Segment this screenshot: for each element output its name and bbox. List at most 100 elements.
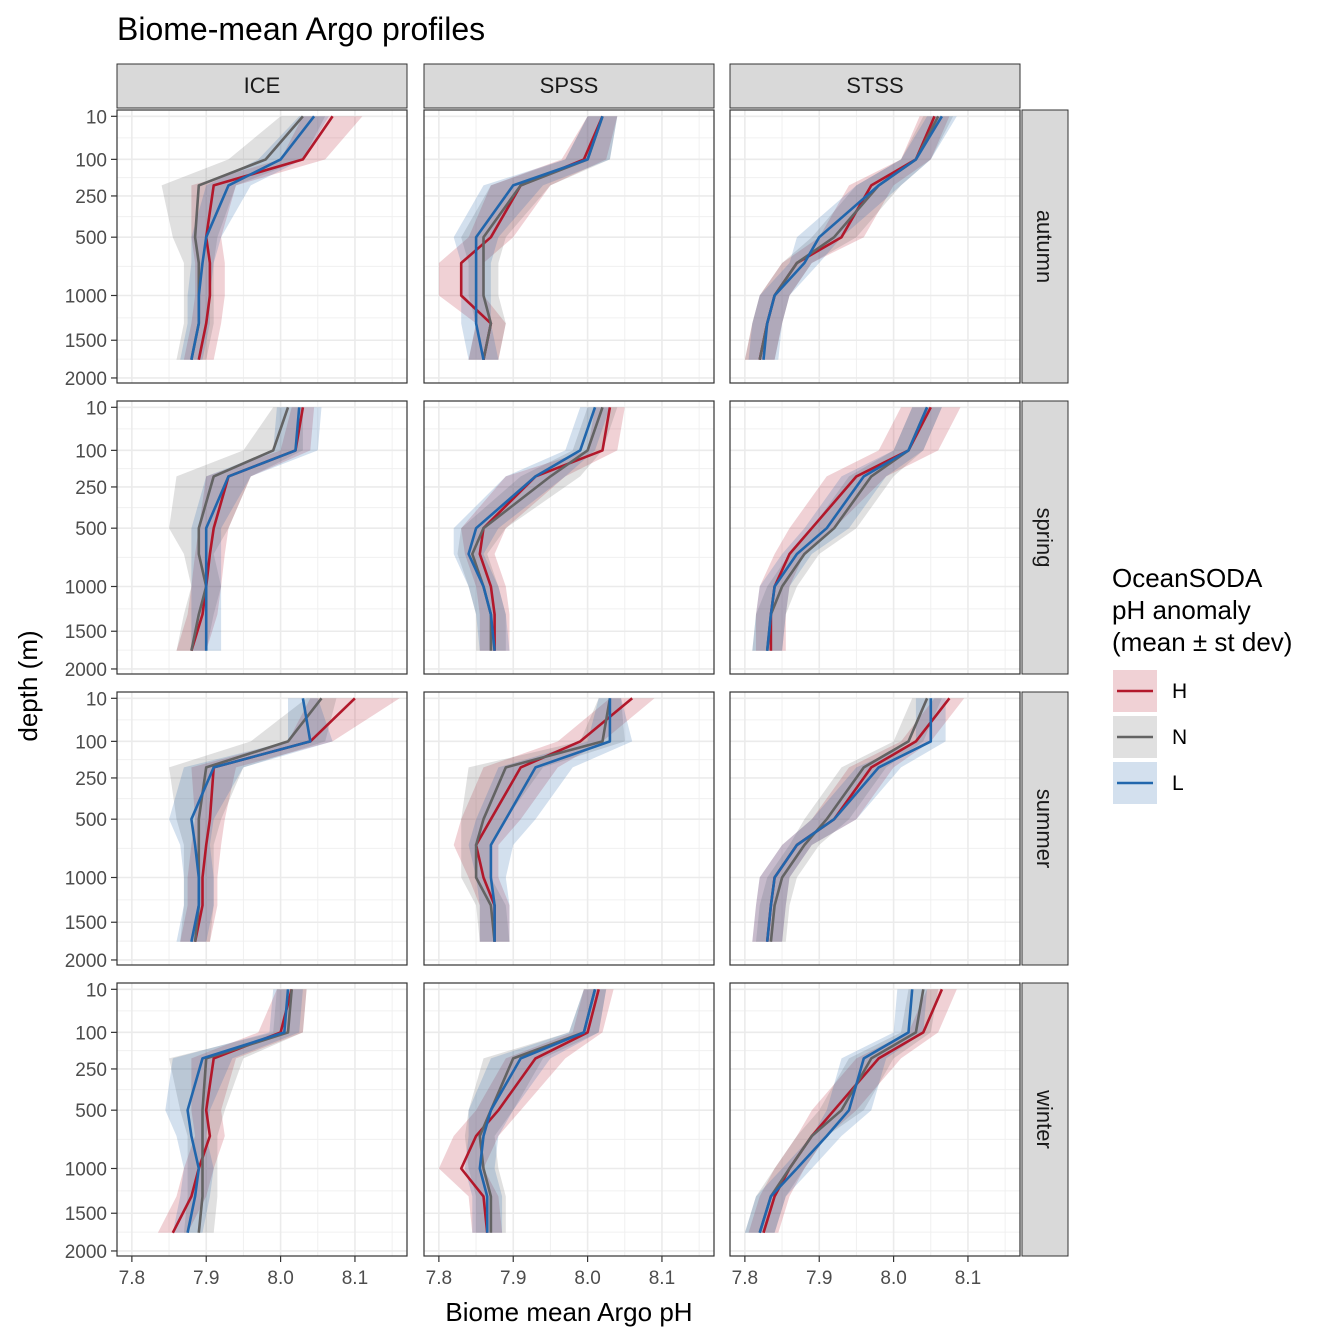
- x-tick-label: 8.1: [649, 1268, 675, 1289]
- panel-stss-spring: [752, 406, 961, 651]
- panel-bg: [117, 983, 407, 1256]
- panel-bg: [730, 401, 1020, 674]
- strip-label-autumn: autumn: [1032, 210, 1057, 283]
- panel-bg: [730, 983, 1020, 1256]
- x-tick-label: 7.9: [500, 1268, 526, 1289]
- ribbon-N: [457, 407, 618, 651]
- y-tick-label: 2000: [65, 369, 107, 390]
- strip-autumn: [1021, 109, 1069, 384]
- y-tick-label: 250: [75, 1060, 107, 1081]
- y-tick-label: 1000: [65, 868, 107, 889]
- legend-label-L: L: [1172, 772, 1184, 795]
- strip-spss: [423, 63, 715, 109]
- series-line-L: [758, 989, 914, 1234]
- ribbon-L: [169, 698, 333, 942]
- panel-spss-spring: [453, 406, 625, 651]
- panel-stss-summer: [752, 697, 965, 942]
- x-tick-label: 8.0: [574, 1268, 600, 1289]
- panel-border: [423, 109, 715, 384]
- series-line-L: [765, 698, 933, 942]
- y-tick-label: 100: [75, 1023, 107, 1044]
- series-line-L: [204, 407, 301, 651]
- series-line-N: [474, 698, 612, 942]
- ribbon-L: [744, 989, 928, 1233]
- strip-label-summer: summer: [1032, 789, 1057, 868]
- panel-stss-autumn: [744, 115, 957, 361]
- ribbon-N: [744, 116, 954, 360]
- panel-bg: [117, 110, 407, 383]
- panel-border: [729, 691, 1021, 966]
- ribbon-L: [453, 116, 618, 360]
- y-axis-title: depth (m): [13, 630, 43, 741]
- panel-border: [116, 982, 408, 1257]
- panel-border: [729, 982, 1021, 1257]
- series-line-L: [474, 115, 604, 361]
- series-line-H: [197, 115, 334, 361]
- panel-ice-winter: [157, 988, 307, 1234]
- series-line-L: [186, 989, 290, 1234]
- y-tick-label: 100: [75, 441, 107, 462]
- series-line-L: [762, 115, 944, 360]
- y-tick-label: 1000: [65, 577, 107, 598]
- panel-border: [423, 400, 715, 675]
- ribbon-L: [468, 698, 633, 942]
- x-tick-label: 7.8: [732, 1268, 758, 1289]
- panel-bg: [117, 401, 407, 674]
- y-tick-label: 500: [75, 1101, 107, 1122]
- panel-bg: [730, 692, 1020, 965]
- legend-title-line: (mean ± st dev): [1112, 627, 1292, 657]
- ribbon-N: [461, 116, 618, 360]
- y-tick-label: 2000: [65, 660, 107, 681]
- panel-border: [729, 109, 1021, 384]
- strip-summer: [1021, 691, 1069, 966]
- x-tick-label: 7.9: [806, 1268, 832, 1289]
- strip-stss: [729, 63, 1021, 109]
- x-axis-title: Biome mean Argo pH: [445, 1297, 692, 1327]
- y-tick-label: 1500: [65, 1204, 107, 1225]
- y-tick-label: 1500: [65, 622, 107, 643]
- y-tick-label: 500: [75, 228, 107, 249]
- strip-label-winter: winter: [1032, 1089, 1057, 1149]
- panel-bg: [117, 692, 407, 965]
- ribbon-H: [176, 407, 315, 651]
- ribbon-H: [744, 116, 950, 360]
- ribbon-H: [183, 116, 363, 360]
- series-line-L: [765, 406, 929, 651]
- y-tick-label: 250: [75, 478, 107, 499]
- x-tick-label: 8.1: [342, 1268, 368, 1289]
- ribbon-H: [438, 989, 614, 1233]
- facet-panels: ICE SPSS STSS autumn spring summer winter 10 100…: [65, 63, 1069, 1289]
- strip-label-ice: ICE: [244, 73, 281, 98]
- legend-label-N: N: [1172, 726, 1187, 749]
- legend-label-H: H: [1172, 680, 1187, 703]
- ribbon-L: [748, 116, 957, 360]
- y-tick-label: 100: [75, 732, 107, 753]
- x-tick-label: 7.9: [193, 1268, 219, 1289]
- ribbon-H: [748, 989, 957, 1233]
- panel-border: [423, 982, 715, 1257]
- y-tick-label: 10: [86, 980, 107, 1001]
- y-tick-label: 250: [75, 769, 107, 790]
- ribbon-N: [161, 116, 326, 360]
- strip-spring: [1021, 400, 1069, 675]
- x-tick-label: 8.0: [880, 1268, 906, 1289]
- y-tick-label: 2000: [65, 1242, 107, 1263]
- y-tick-label: 250: [75, 187, 107, 208]
- series-line-L: [190, 115, 316, 361]
- y-tick-label: 1500: [65, 331, 107, 352]
- x-tick-label: 8.0: [267, 1268, 293, 1289]
- panel-ice-summer: [169, 697, 400, 943]
- y-tick-label: 500: [75, 810, 107, 831]
- strip-ice: [116, 63, 408, 109]
- y-tick-label: 10: [86, 398, 107, 419]
- series-line-L: [190, 698, 312, 943]
- x-tick-label: 7.8: [426, 1268, 452, 1289]
- panel-bg: [730, 110, 1020, 383]
- ribbon-H: [756, 407, 961, 651]
- ribbon-N: [169, 698, 337, 942]
- ribbon-H: [157, 989, 307, 1233]
- legend-title-line: pH anomaly: [1112, 595, 1251, 625]
- series-line-H: [762, 988, 944, 1234]
